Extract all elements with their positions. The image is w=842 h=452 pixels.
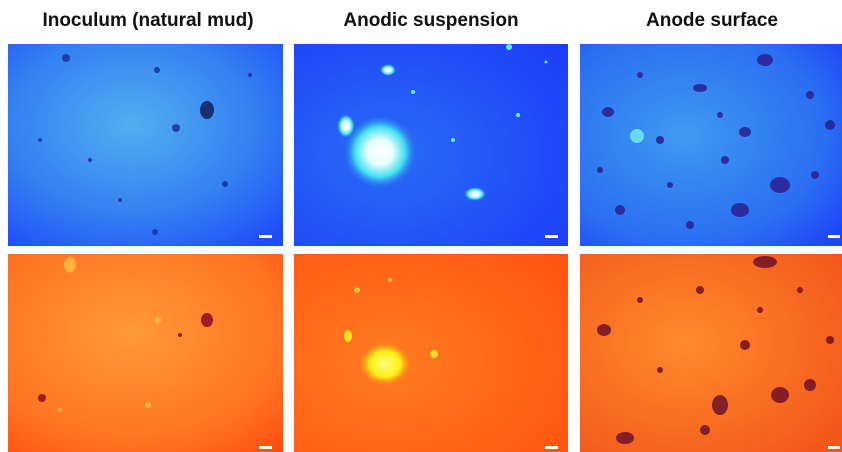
scale-bar — [545, 446, 558, 449]
micrograph — [580, 44, 842, 246]
scale-bar — [545, 235, 558, 238]
micrograph — [294, 44, 568, 246]
micrograph — [580, 254, 842, 452]
column-title: Inoculum (natural mud) — [42, 10, 253, 31]
figure: Inoculum (natural mud) Anodic suspension… — [0, 0, 842, 452]
scale-bar — [828, 235, 840, 238]
scale-bar — [259, 446, 272, 449]
column-title: Anode surface — [646, 10, 778, 31]
micrograph — [8, 44, 283, 246]
column-title: Anodic suspension — [343, 10, 518, 31]
scale-bar — [828, 446, 840, 449]
scale-bar — [259, 235, 272, 238]
micrograph — [8, 254, 283, 452]
micrograph — [294, 254, 568, 452]
page: Inoculum (natural mud) Anodic suspension… — [0, 0, 842, 452]
